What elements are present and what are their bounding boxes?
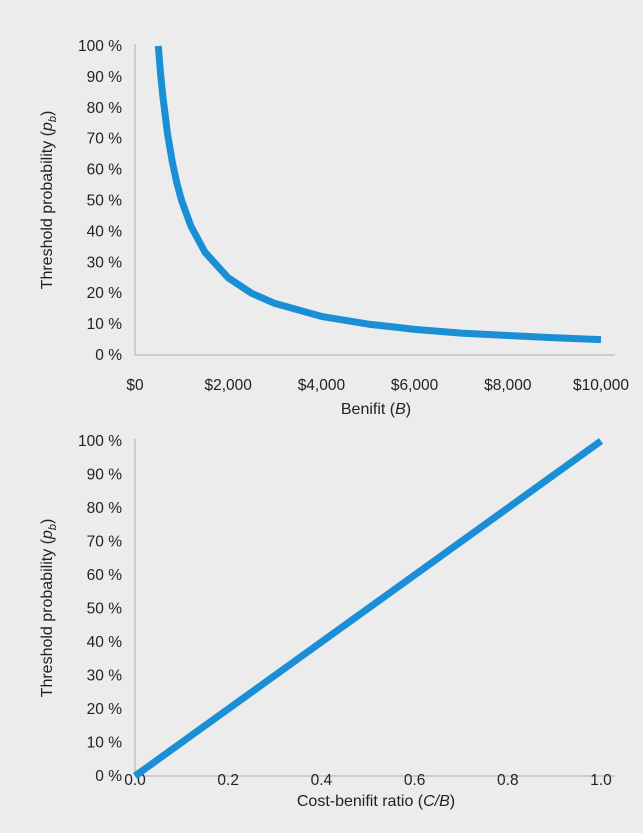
y-tick-label: 40 % [87, 223, 123, 240]
y-tick-label: 30 % [87, 668, 123, 685]
x-axis-title-variable: C/B [423, 793, 450, 810]
x-axis-title-text: Benifit ( [341, 401, 396, 418]
y-axis-title-text: Threshold probability ( [39, 538, 56, 697]
series-line-0 [132, 438, 604, 779]
y-tick-label: 20 % [87, 285, 123, 302]
y-tick-label: 90 % [87, 467, 123, 484]
x-tick-label: 0.2 [217, 772, 239, 789]
y-axis-title-variable: p [39, 530, 56, 540]
y-axis-title-text: Threshold probability ( [39, 130, 56, 289]
x-axis-title: Benifit (B) [341, 401, 411, 418]
x-tick-label: $8,000 [484, 377, 532, 394]
y-axis-title-close: ) [39, 519, 56, 524]
y-axis-title: Threshold probability (pb) [39, 111, 59, 290]
y-tick-label: 80 % [87, 100, 123, 117]
series-line-0 [154, 45, 602, 344]
x-tick-label: 0.4 [311, 772, 333, 789]
y-tick-label: 10 % [87, 316, 123, 333]
y-tick-label: 70 % [87, 131, 123, 148]
y-tick-label: 0 % [95, 768, 122, 785]
chart-threshold-vs-cost-benefit-ratio: 0 % 10 % 20 % 30 % 40 % 50 % 60 % 70 % 80 % 90 % 1… [39, 433, 615, 810]
x-tick-label: $10,000 [573, 377, 629, 394]
y-tick-label: 20 % [87, 701, 123, 718]
y-tick-label: 100 % [78, 38, 122, 55]
y-axis-title-subscript: b [47, 116, 59, 122]
x-tick-label: 0.6 [404, 772, 426, 789]
x-axis-title-close: ) [450, 793, 455, 810]
y-tick-label: 50 % [87, 193, 123, 210]
y-tick-label: 40 % [87, 634, 123, 651]
y-tick-label: 60 % [87, 162, 123, 179]
x-axis-title: Cost-benifit ratio (C/B) [297, 793, 455, 810]
y-tick-label: 80 % [87, 500, 123, 517]
y-tick-label: 70 % [87, 534, 123, 551]
y-axis-title-subscript: b [47, 524, 59, 530]
y-tick-label: 0 % [95, 347, 122, 364]
x-axis-title-variable: B [395, 401, 406, 418]
y-axis-title-close: ) [39, 111, 56, 116]
y-tick-label: 50 % [87, 601, 123, 618]
y-tick-label: 30 % [87, 254, 123, 271]
x-tick-label: $6,000 [391, 377, 439, 394]
y-tick-label: 60 % [87, 567, 123, 584]
chart-threshold-vs-benefit: 0 % 10 % 20 % 30 % 40 % 50 % 60 % 70 % 80 % 90 % 1… [39, 38, 629, 418]
x-tick-label: $2,000 [204, 377, 252, 394]
x-tick-label: $0 [126, 377, 144, 394]
x-axis-title-text: Cost-benifit ratio ( [297, 793, 424, 810]
x-tick-label: 1.0 [590, 772, 612, 789]
y-tick-label: 100 % [78, 433, 122, 450]
x-tick-label: $4,000 [298, 377, 346, 394]
y-axis-title-variable: p [39, 122, 56, 132]
x-axis-title-close: ) [406, 401, 411, 418]
x-tick-label: 0.8 [497, 772, 519, 789]
y-tick-label: 10 % [87, 735, 123, 752]
x-tick-label: 0.0 [124, 772, 146, 789]
y-axis-title: Threshold probability (pb) [39, 519, 59, 698]
y-tick-label: 90 % [87, 69, 123, 86]
